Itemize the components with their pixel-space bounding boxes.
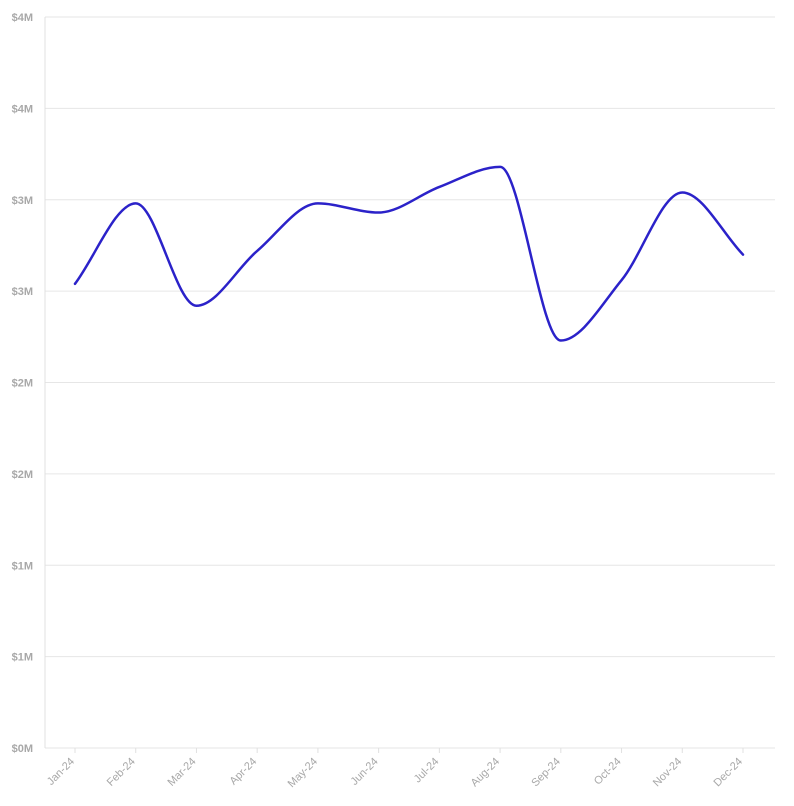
x-tick-label: Apr-24 bbox=[227, 756, 259, 788]
axes bbox=[44, 17, 744, 753]
y-tick-label: $4M bbox=[12, 12, 33, 24]
x-axis-tick-labels: Jan-24 Feb-24 Mar-24 Apr-24 May-24 Jun-24 Jul-… bbox=[45, 756, 745, 790]
x-tick-label: Aug-24 bbox=[469, 756, 503, 790]
x-tick-label: Mar-24 bbox=[165, 756, 198, 789]
series-line bbox=[73, 165, 745, 342]
y-tick-label: $1M bbox=[12, 652, 33, 664]
gridlines bbox=[45, 16, 775, 749]
x-tick-label: Jun-24 bbox=[348, 756, 380, 788]
x-tick-label: Jul-24 bbox=[412, 756, 442, 786]
x-tick-label: Sep-24 bbox=[529, 756, 563, 790]
x-tick-label: Jan-24 bbox=[45, 756, 77, 788]
x-tick-label: Oct-24 bbox=[592, 756, 624, 788]
x-tick-label: Nov-24 bbox=[651, 756, 685, 790]
y-tick-label: $3M bbox=[12, 286, 33, 298]
x-tick-label: Dec-24 bbox=[712, 756, 746, 790]
y-tick-label: $4M bbox=[12, 103, 33, 115]
x-tick-label: May-24 bbox=[286, 756, 320, 790]
y-tick-label: $3M bbox=[12, 195, 33, 207]
y-tick-label: $0M bbox=[12, 743, 33, 755]
y-axis-tick-labels: $0M $1M $1M $2M $2M $3M $3M $4M $4M bbox=[12, 12, 33, 755]
y-tick-label: $2M bbox=[12, 469, 33, 481]
y-tick-label: $2M bbox=[12, 378, 33, 390]
x-tick-label: Feb-24 bbox=[105, 756, 138, 789]
series-lines bbox=[73, 165, 745, 342]
y-tick-label: $1M bbox=[12, 560, 33, 572]
